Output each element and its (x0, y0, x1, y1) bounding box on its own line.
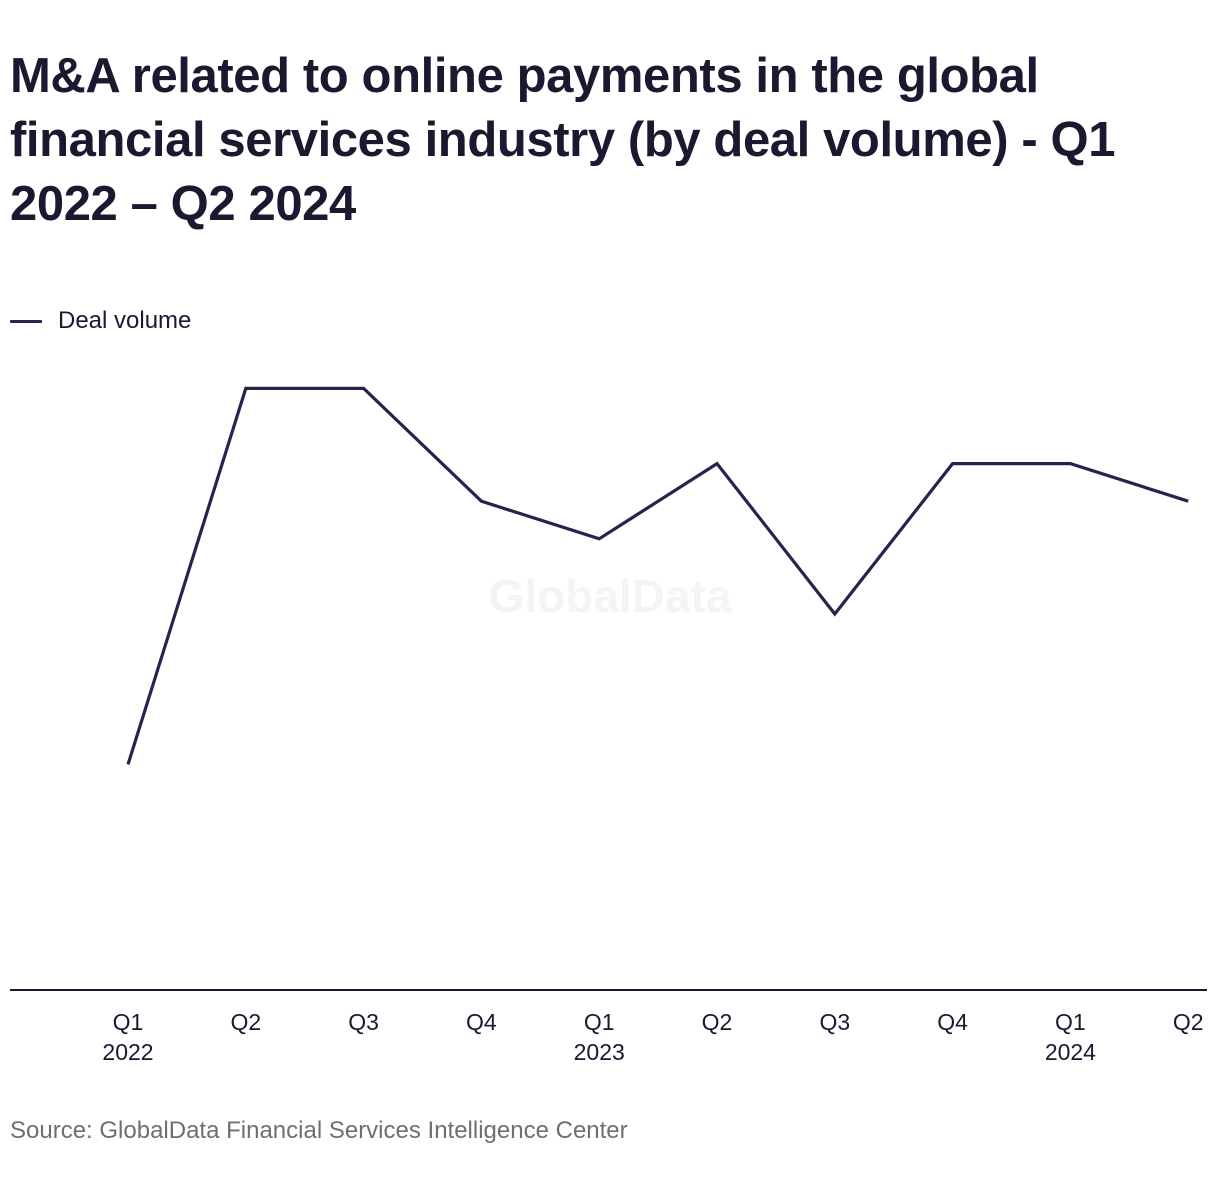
series-line-deal-volume (126, 386, 1189, 765)
x-tick-label: Q4 (466, 1009, 497, 1035)
legend-label-deal-volume: Deal volume (58, 307, 192, 334)
line-chart: GlobalData Q1 2022 Q2 Q3 Q4 Q1 2023 Q2 Q3 Q4 Q1 2024… (10, 386, 1207, 1065)
x-tick-label: Q2 (702, 1009, 733, 1035)
x-tick-label: Q3 (819, 1009, 850, 1035)
x-tick-label: Q1 (584, 1009, 615, 1035)
x-tick-label: Q4 (937, 1009, 968, 1035)
watermark: GlobalData (489, 570, 732, 622)
x-tick-label: Q2 (1173, 1009, 1204, 1035)
chart-title: M&A related to online payments in the gl… (10, 49, 1116, 231)
x-tick-label: 2022 (102, 1039, 153, 1065)
x-tick-label: Q3 (348, 1009, 379, 1035)
legend-swatch-deal-volume (10, 319, 42, 323)
x-tick-label: 2023 (574, 1039, 625, 1065)
x-tick-label: Q2 (230, 1009, 261, 1035)
x-tick-label: Q1 (1055, 1009, 1086, 1035)
x-tick-label: 2024 (1045, 1039, 1096, 1065)
legend: Deal volume (10, 306, 191, 336)
x-tick-label: Q1 (113, 1009, 144, 1035)
source-note: Source: GlobalData Financial Services In… (10, 1117, 628, 1144)
